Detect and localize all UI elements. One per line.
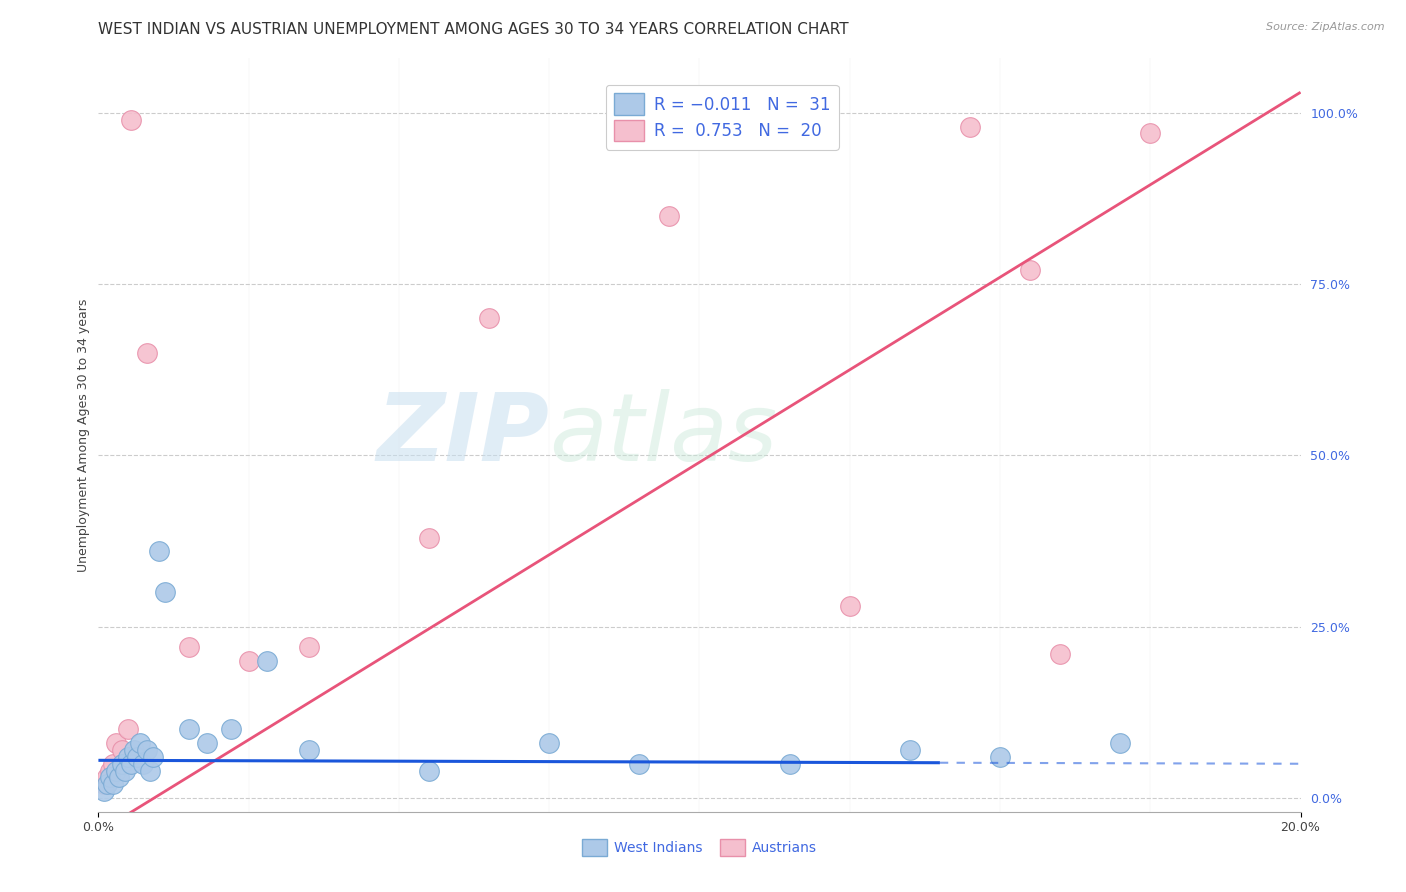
- Point: [100, 771, 122, 785]
- Point: [238, 654, 260, 668]
- Point: [105, 736, 128, 750]
- Point: [100, 764, 122, 778]
- Point: [478, 311, 501, 326]
- Y-axis label: Unemployment Among Ages 30 to 34 years: Unemployment Among Ages 30 to 34 years: [77, 298, 90, 572]
- Point: [96, 771, 118, 785]
- Point: [141, 750, 163, 764]
- Text: WEST INDIAN VS AUSTRIAN UNEMPLOYMENT AMONG AGES 30 TO 34 YEARS CORRELATION CHART: WEST INDIAN VS AUSTRIAN UNEMPLOYMENT AMO…: [98, 22, 849, 37]
- Point: [256, 654, 278, 668]
- Point: [96, 777, 118, 791]
- Point: [93, 784, 115, 798]
- Point: [1019, 263, 1042, 277]
- Point: [177, 640, 200, 655]
- Point: [988, 750, 1011, 764]
- Point: [838, 599, 860, 614]
- Point: [93, 777, 115, 791]
- Text: ZIP: ZIP: [377, 389, 550, 481]
- Point: [121, 112, 143, 127]
- Point: [148, 544, 170, 558]
- Point: [219, 723, 242, 737]
- Point: [1139, 127, 1161, 141]
- Point: [177, 723, 200, 737]
- Point: [111, 743, 134, 757]
- Point: [1049, 647, 1071, 661]
- Point: [103, 777, 125, 791]
- Point: [135, 743, 157, 757]
- Point: [124, 743, 146, 757]
- Point: [103, 756, 125, 771]
- Point: [658, 209, 681, 223]
- Point: [111, 756, 134, 771]
- Point: [105, 764, 128, 778]
- Point: [898, 743, 921, 757]
- Point: [298, 743, 321, 757]
- Point: [298, 640, 321, 655]
- Point: [628, 756, 651, 771]
- Point: [538, 736, 561, 750]
- Point: [418, 764, 440, 778]
- Point: [153, 585, 176, 599]
- Point: [135, 345, 157, 359]
- Point: [418, 531, 440, 545]
- Point: [108, 771, 131, 785]
- Text: atlas: atlas: [550, 389, 778, 481]
- Point: [959, 120, 981, 134]
- Point: [1109, 736, 1132, 750]
- Point: [121, 756, 143, 771]
- Point: [132, 756, 155, 771]
- Legend: West Indians, Austrians: West Indians, Austrians: [576, 833, 823, 862]
- Point: [779, 756, 801, 771]
- Point: [138, 764, 160, 778]
- Point: [129, 736, 152, 750]
- Point: [114, 764, 136, 778]
- Point: [195, 736, 218, 750]
- Point: [127, 750, 149, 764]
- Point: [117, 750, 139, 764]
- Point: [117, 723, 139, 737]
- Text: Source: ZipAtlas.com: Source: ZipAtlas.com: [1267, 22, 1385, 32]
